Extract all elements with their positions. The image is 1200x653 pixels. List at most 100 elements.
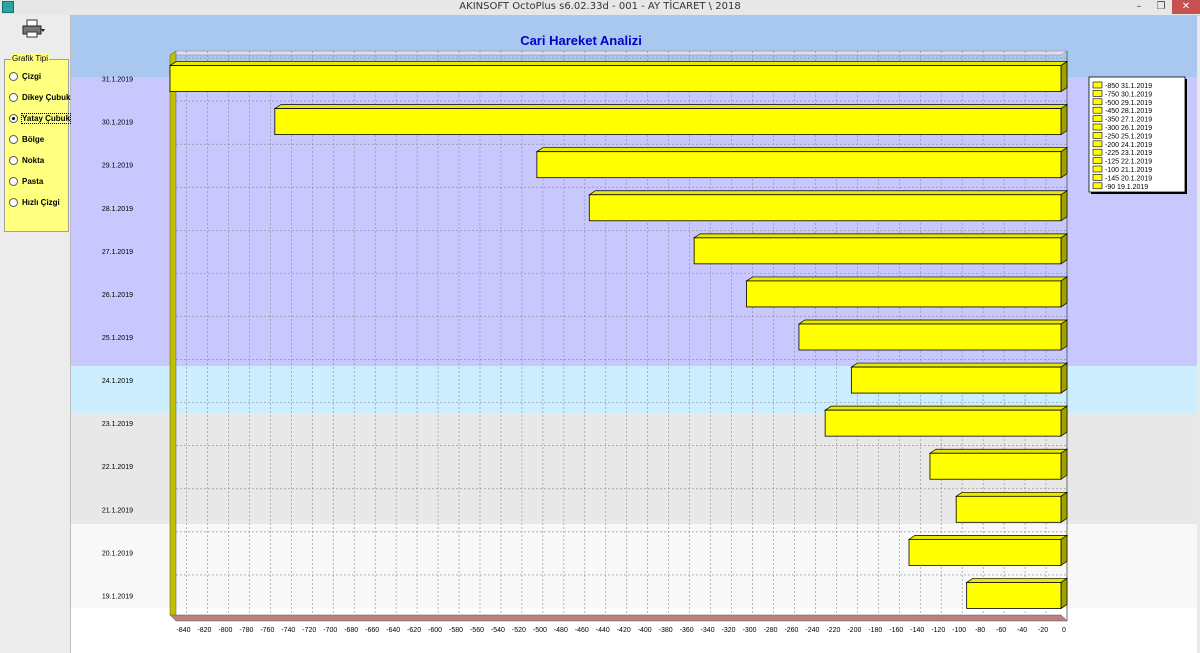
legend-entry: -350 27.1.2019 [1105, 117, 1152, 124]
legend-swatch [1092, 115, 1103, 122]
chart-type-group-title: Grafik Tipi [11, 54, 50, 63]
radio-pasta[interactable]: Pasta [9, 176, 43, 188]
legend-swatch [1092, 157, 1103, 164]
legend-entry: -100 21.1.2019 [1105, 167, 1152, 174]
y-tick-label: 29.1.2019 [102, 163, 133, 170]
y-tick-label: 25.1.2019 [102, 335, 133, 342]
y-tick-label: 19.1.2019 [102, 593, 133, 600]
x-tick-label: -240 [805, 627, 819, 634]
minimize-button[interactable]: – [1136, 1, 1142, 12]
legend-entry: -750 30.1.2019 [1105, 91, 1152, 98]
x-tick-label: -40 [1017, 627, 1027, 634]
bar [693, 237, 1062, 265]
bar [746, 280, 1062, 308]
bar [850, 366, 1062, 394]
legend-entry: -145 20.1.2019 [1105, 175, 1152, 182]
y-tick-label: 31.1.2019 [102, 77, 133, 84]
bar-top-face [823, 405, 1069, 411]
y-tick-label: 26.1.2019 [102, 292, 133, 299]
close-button[interactable]: ✕ [1172, 0, 1200, 14]
bar-side-face [1060, 534, 1068, 567]
x-tick-label: -400 [638, 627, 652, 634]
bar-side-face [1060, 60, 1068, 93]
radio-label: Nokta [22, 156, 45, 165]
legend-entry: -850 31.1.2019 [1105, 83, 1152, 90]
bar-top-face [535, 147, 1069, 153]
bar [588, 194, 1062, 222]
x-tick-label: -360 [680, 627, 694, 634]
radio-label: Çizgi [22, 72, 42, 81]
bar-side-face [1060, 276, 1068, 308]
x-tick-label: -340 [701, 627, 715, 634]
x-tick-label: -480 [554, 627, 568, 634]
x-tick-label: -680 [344, 627, 358, 634]
chart-left-wall [169, 50, 177, 622]
bar-top-face [588, 190, 1069, 196]
legend-entry: -90 19.1.2019 [1105, 184, 1148, 191]
bar-side-face [1060, 319, 1068, 351]
bar-side-face [1060, 147, 1068, 179]
radio-dikey-cubuk[interactable]: Dikey Çubuk [9, 92, 70, 104]
radio-dot-icon [9, 93, 18, 103]
x-tick-label: -440 [596, 627, 610, 634]
x-tick-label: -320 [722, 627, 736, 634]
x-tick-label: -600 [428, 627, 442, 634]
bar [798, 323, 1062, 351]
bar-top-face [907, 535, 1069, 540]
x-tick-label: -820 [197, 627, 211, 634]
maximize-button[interactable]: ❐ [1156, 1, 1166, 12]
left-panel: Grafik Tipi Çizgi Dikey Çubuk Yatay Çubu… [0, 15, 72, 653]
bar [274, 108, 1062, 136]
chart-title: Cari Hareket Analizi [520, 33, 642, 48]
bar-side-face [1060, 577, 1068, 610]
x-tick-label: -220 [826, 627, 840, 634]
legend-swatch [1092, 81, 1103, 89]
bar-top-face [273, 104, 1069, 109]
printer-icon[interactable] [22, 19, 46, 39]
y-tick-label: 24.1.2019 [102, 378, 133, 385]
legend-swatch [1092, 132, 1103, 139]
radio-yatay-cubuk[interactable]: Yatay Çubuk [9, 113, 72, 125]
legend-swatch [1092, 123, 1103, 131]
x-tick-label: -100 [952, 627, 966, 634]
app-icon [2, 1, 14, 13]
radio-bolge[interactable]: Bölge [9, 134, 44, 146]
x-tick-label: -420 [617, 627, 631, 634]
x-tick-label: -720 [302, 627, 316, 634]
radio-label: Hızlı Çizgi [22, 198, 60, 207]
bar [824, 409, 1062, 437]
x-tick-label: -800 [218, 627, 232, 634]
x-tick-label: -580 [449, 627, 463, 634]
x-tick-label: -660 [365, 627, 379, 634]
x-tick-label: -620 [407, 627, 421, 634]
x-tick-label: -300 [743, 627, 757, 634]
legend-swatch [1092, 174, 1103, 181]
legend-entry: -200 24.1.2019 [1105, 142, 1152, 149]
legend-swatch [1092, 182, 1103, 190]
radio-dot-icon [9, 156, 18, 166]
bar-side-face [1060, 233, 1068, 265]
x-tick-label: -780 [239, 627, 253, 634]
chart-area: Cari Hareket Analizi -840 -820 -800 -780 -760… [71, 15, 1197, 653]
radio-label: Pasta [22, 177, 44, 186]
radio-dot-icon [9, 135, 18, 145]
legend-entry: -300 26.1.2019 [1105, 125, 1152, 132]
bar-top-face [168, 61, 1069, 66]
chart-top-edge [169, 50, 1068, 56]
x-tick-label: -700 [323, 627, 337, 634]
radio-nokta[interactable]: Nokta [9, 155, 44, 167]
x-tick-label: -740 [281, 627, 295, 634]
radio-cizgi[interactable]: Çizgi [9, 71, 41, 83]
y-tick-label: 22.1.2019 [102, 464, 133, 471]
radio-label: Bölge [22, 135, 45, 144]
x-tick-label: -640 [386, 627, 400, 634]
chart-svg: Cari Hareket Analizi-840 -820 -800 -780 -760… [71, 15, 1197, 653]
bar-side-face [1060, 405, 1068, 437]
radio-hizli-cizgi[interactable]: Hızlı Çizgi [9, 197, 60, 209]
bar-top-face [928, 448, 1069, 454]
x-tick-label: -120 [931, 627, 945, 634]
bar-side-face [1060, 103, 1068, 136]
bar-top-face [965, 578, 1069, 583]
bar [966, 582, 1062, 609]
legend-entry: -250 25.1.2019 [1105, 133, 1152, 140]
